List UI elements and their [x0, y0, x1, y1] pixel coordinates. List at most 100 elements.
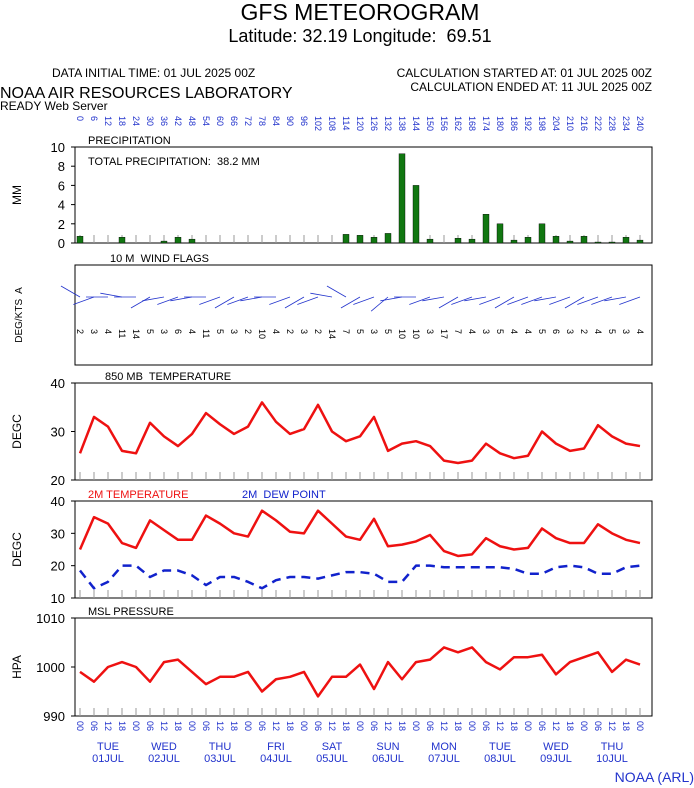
wind-barb: [591, 296, 613, 305]
forecast-hour: 108: [327, 116, 337, 131]
hour-label: 06: [537, 721, 547, 731]
wind-barb: [604, 296, 627, 302]
wind-speed: 3: [89, 329, 99, 334]
date-label: 01JUL: [92, 753, 124, 765]
series-line: [78, 509, 641, 558]
hour-label: 06: [369, 721, 379, 731]
y-tick-label: 40: [51, 376, 65, 391]
hour-label: 00: [187, 721, 197, 731]
plot-frame: [74, 500, 653, 599]
hour-label: 06: [145, 721, 155, 731]
forecast-hour: 0: [75, 116, 85, 121]
wind-barb: [494, 296, 515, 309]
hour-label: 18: [173, 721, 183, 731]
hour-label: 00: [243, 721, 253, 731]
hour-label: 12: [551, 721, 561, 731]
date-label: 09JUL: [540, 753, 572, 765]
date-label: 05JUL: [316, 753, 348, 765]
wind-speed: 6: [173, 329, 183, 334]
forecast-hour: 210: [565, 116, 575, 131]
bar: [398, 153, 406, 244]
wind-speed: 17: [439, 329, 449, 339]
hour-label: 06: [89, 721, 99, 731]
date-label: 02JUL: [148, 753, 180, 765]
title: GFS METEOROGRAM: [241, 0, 480, 25]
y-tick-label: 30: [51, 526, 65, 541]
y-label: HPA: [10, 655, 24, 679]
server: READY Web Server: [0, 99, 108, 113]
legend-entry: 2M DEW POINT: [242, 489, 326, 501]
wind-barb: [60, 285, 81, 298]
day-label: TUE: [489, 741, 511, 753]
wind-barb: [199, 296, 221, 305]
hour-label: 12: [271, 721, 281, 731]
hour-label: 12: [159, 721, 169, 731]
hour-label: 12: [215, 721, 225, 731]
bar: [160, 240, 168, 244]
forecast-hour: 72: [243, 116, 253, 126]
y-tick-label: 2: [58, 217, 65, 232]
wind-barb: [521, 296, 543, 305]
bar: [468, 238, 476, 244]
wind-speed: 2: [313, 329, 323, 334]
wind-speed: 14: [131, 329, 141, 339]
forecast-hour: 114: [341, 116, 351, 130]
forecast-hour: 144: [411, 116, 421, 131]
hour-label: 18: [453, 721, 463, 731]
wind-barb: [240, 296, 263, 302]
y-tick-label: 10: [51, 591, 65, 606]
forecast-hour: 132: [383, 116, 393, 131]
wind-speed: 2: [243, 329, 253, 334]
wind-speed: 3: [159, 329, 169, 334]
wind-speed: 5: [495, 329, 505, 334]
wind-speed: 10: [411, 329, 421, 339]
forecast-hour: 48: [187, 116, 197, 126]
wind-speed: 3: [425, 329, 435, 334]
day-label: TUE: [97, 741, 119, 753]
wind-speed: 5: [215, 329, 225, 334]
hour-label: 00: [75, 721, 85, 731]
wind-speed: 5: [607, 329, 617, 334]
wind-barb: [100, 292, 123, 298]
forecast-hour: 168: [467, 116, 477, 131]
forecast-hour: 6: [89, 116, 99, 121]
forecast-hour: 162: [453, 116, 463, 131]
hour-label: 00: [579, 721, 589, 731]
wind-barb: [464, 296, 487, 302]
wind-speed: 3: [229, 329, 239, 334]
wind-speed: 2: [75, 329, 85, 334]
forecast-hour: 240: [635, 116, 645, 131]
wind-barb: [619, 296, 641, 305]
wind-barb: [227, 296, 249, 305]
wind-speed: 3: [299, 329, 309, 334]
bar: [538, 223, 546, 244]
wind-speed: 5: [537, 329, 547, 334]
y-tick-label: 0: [58, 236, 65, 251]
series-line: [79, 646, 641, 698]
wind-speed: 10: [257, 329, 267, 339]
date-label: 08JUL: [484, 753, 516, 765]
wind-speed: 7: [341, 329, 351, 334]
bar: [76, 236, 84, 244]
y-tick-label: 20: [51, 473, 65, 488]
hour-label: 06: [201, 721, 211, 731]
hour-label: 00: [299, 721, 309, 731]
hour-label: 18: [621, 721, 631, 731]
hour-label: 06: [313, 721, 323, 731]
bar: [188, 238, 196, 244]
forecast-hour: 126: [369, 116, 379, 131]
hour-label: 12: [495, 721, 505, 731]
y-tick-label: 8: [58, 159, 65, 174]
y-tick-label: 6: [58, 178, 65, 193]
y-tick-label: 1000: [36, 660, 65, 675]
wind-speed: 3: [621, 329, 631, 334]
y-label: DEGC: [10, 532, 24, 567]
wind-speed: 4: [271, 329, 281, 334]
hour-label: 06: [481, 721, 491, 731]
bar: [552, 236, 560, 244]
forecast-hour: 192: [523, 116, 533, 131]
hour-label: 00: [411, 721, 421, 731]
date-label: 06JUL: [372, 753, 404, 765]
y-tick-label: 10: [51, 140, 65, 155]
